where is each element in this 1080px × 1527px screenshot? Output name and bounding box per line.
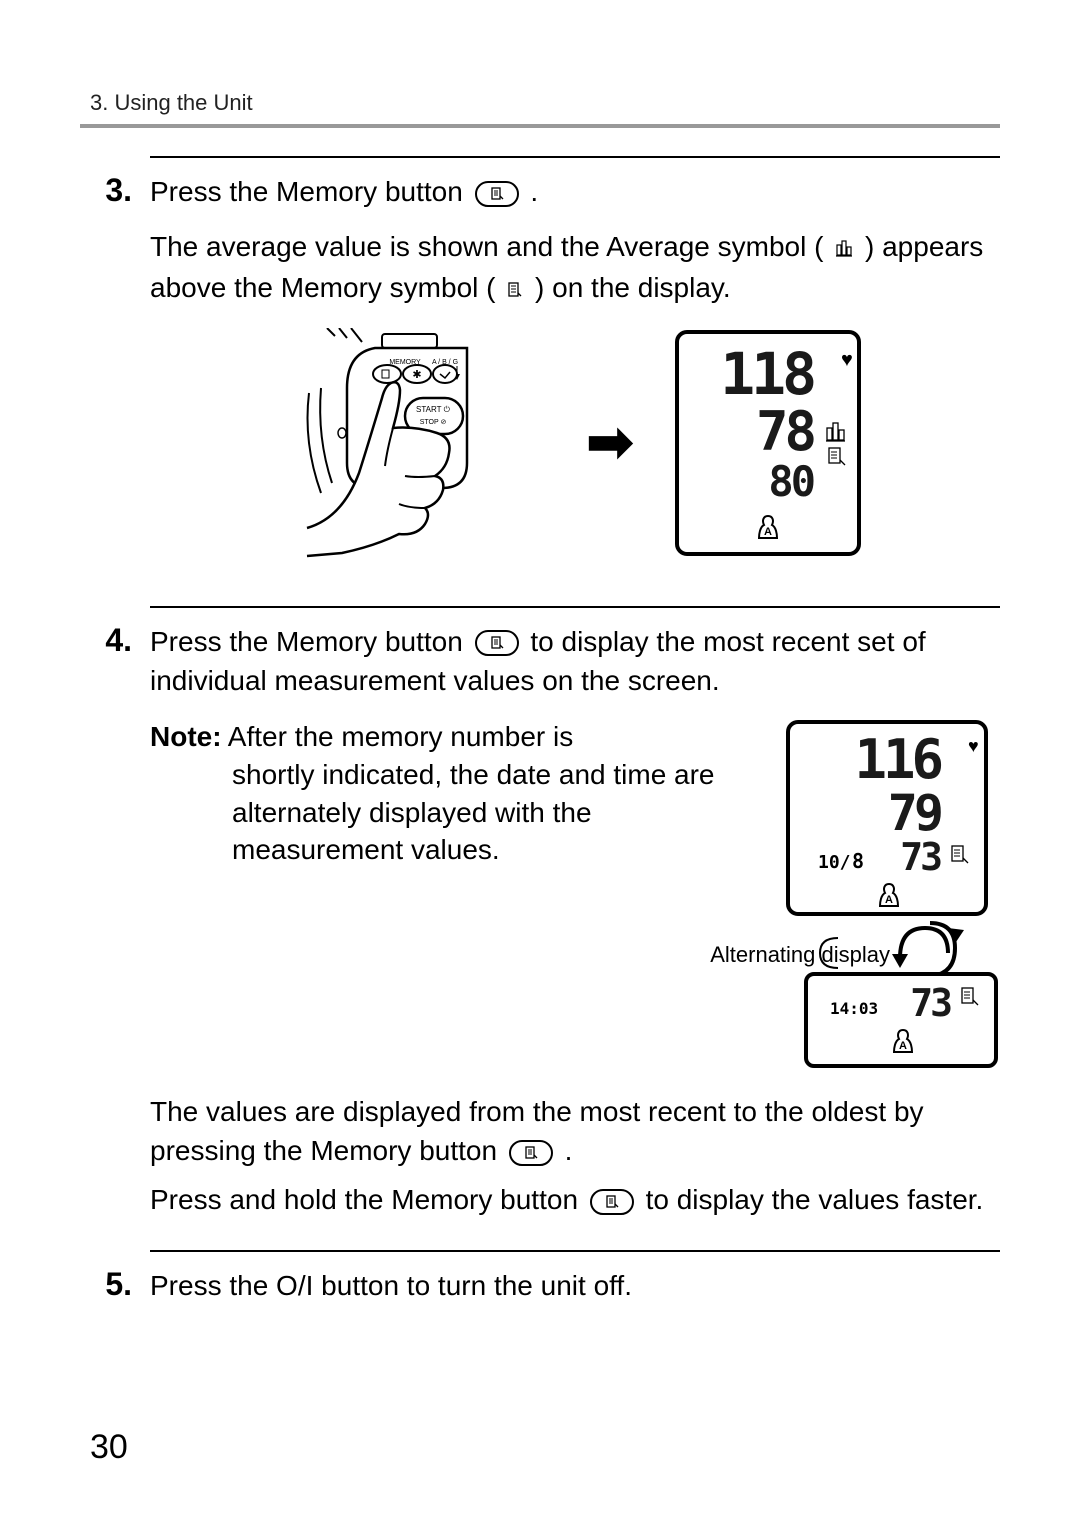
step-4-para3: Press and hold the Memory button to disp…: [150, 1180, 1000, 1219]
svg-text:♥: ♥: [968, 736, 979, 756]
header-divider: [80, 124, 1000, 128]
step-4-note: Note: After the memory number is shortly…: [150, 718, 760, 1068]
display2-date-day: 8: [852, 849, 864, 873]
step5-top-rule: [150, 1250, 1000, 1252]
step4-top-rule: [150, 606, 1000, 608]
step-5: 5. Press the O/I button to turn the unit…: [80, 1266, 1000, 1315]
display2-dia: 79: [888, 784, 941, 842]
display-average: 118 ♥ 78: [673, 328, 863, 558]
memory-button-icon: [509, 1140, 553, 1166]
memory-button-icon: [475, 630, 519, 656]
memory-button-icon: [475, 181, 519, 207]
text: .: [565, 1135, 573, 1166]
text: to display the values faster.: [646, 1184, 984, 1215]
step-4: 4. Press the Memory button to display th…: [80, 622, 1000, 1230]
svg-text:A: A: [885, 894, 893, 906]
average-symbol-icon: [835, 229, 853, 268]
text: ) on the display.: [535, 272, 731, 303]
page-number: 30: [90, 1428, 128, 1467]
device-hand-illustration: MEMORY A / B / G ✱ START ⏻ STOP ⊘: [287, 328, 547, 558]
display1-pulse: 80: [769, 457, 814, 506]
svg-text:♥: ♥: [841, 349, 853, 371]
memory-symbol-icon: [507, 270, 523, 309]
display3-pulse: 73: [910, 981, 951, 1025]
step-3-line1: Press the Memory button .: [150, 172, 1000, 211]
display2-date-prefix: 10/: [818, 852, 851, 873]
step-4-para2: The values are displayed from the most r…: [150, 1092, 1000, 1170]
text: Press and hold the Memory button: [150, 1184, 586, 1215]
start-label: START ⏻: [416, 405, 451, 414]
arrow-right-icon: ➡: [587, 403, 634, 481]
text: Press the Memory button: [150, 176, 471, 207]
text: .: [530, 176, 538, 207]
step-4-display-column: 116 ♥ 79 73 10/ 8: [780, 718, 1000, 1068]
svg-text:A: A: [764, 526, 772, 538]
step-3-number: 3.: [80, 172, 150, 586]
step-3-para: The average value is shown and the Avera…: [150, 227, 1000, 309]
svg-text:✱: ✱: [412, 369, 421, 381]
step3-top-rule: [150, 156, 1000, 158]
step-4-number: 4.: [80, 622, 150, 1230]
step-5-line1: Press the O/I button to turn the unit of…: [150, 1266, 1000, 1305]
alternating-display-label: Alternating display: [710, 940, 890, 971]
display2-pulse: 73: [900, 835, 941, 879]
display-time: 73 14:03 A: [800, 970, 1000, 1070]
text: The average value is shown and the Avera…: [150, 231, 831, 262]
display1-sys: 118: [721, 340, 815, 408]
memory-button-icon: [590, 1189, 634, 1215]
section-header: 3. Using the Unit: [80, 90, 1000, 116]
text: Press the Memory button: [150, 626, 471, 657]
display1-dia: 78: [756, 400, 815, 463]
display-recent: 116 ♥ 79 73 10/ 8: [780, 718, 990, 918]
note-first-word: After the memory number is: [222, 721, 574, 752]
step-5-number: 5.: [80, 1266, 150, 1315]
note-body: shortly indicated, the date and time are…: [150, 756, 760, 869]
svg-text:A: A: [899, 1040, 907, 1052]
step-4-line1: Press the Memory button to display the m…: [150, 622, 1000, 700]
display2-sys: 116: [854, 728, 941, 791]
note-label: Note:: [150, 721, 222, 752]
step-3-illustration: MEMORY A / B / G ✱ START ⏻ STOP ⊘: [150, 328, 1000, 558]
stop-label: STOP ⊘: [419, 419, 446, 426]
step-3: 3. Press the Memory button . The average…: [80, 172, 1000, 586]
display3-time: 14:03: [830, 999, 878, 1018]
